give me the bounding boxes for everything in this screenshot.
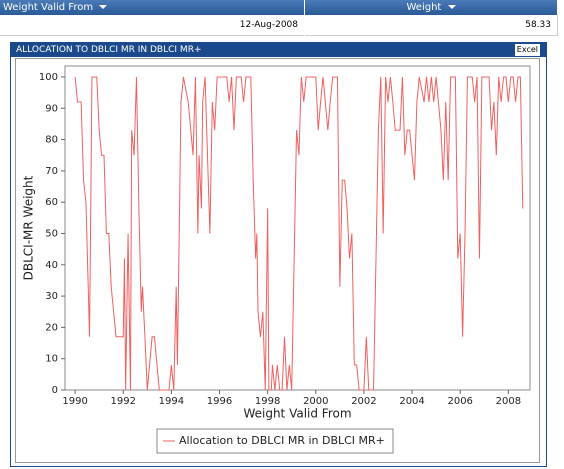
y-tick-label: 20 — [45, 322, 58, 333]
y-tick-label: 30 — [45, 291, 58, 302]
panel-title-bar: ALLOCATION TO DBLCI MR IN DBLCI MR+ Exce… — [11, 43, 546, 57]
x-tick-label: 1994 — [159, 396, 184, 407]
chart-panel: ALLOCATION TO DBLCI MR IN DBLCI MR+ Exce… — [10, 42, 547, 467]
x-tick-label: 2008 — [496, 396, 521, 407]
x-axis-label: Weight Valid From — [243, 407, 351, 421]
x-tick-label: 1992 — [111, 396, 136, 407]
y-tick-label: 0 — [52, 385, 58, 396]
x-tick-label: 2002 — [351, 396, 376, 407]
header-text: Weight Valid From — [3, 2, 94, 13]
table-cell: 12-Aug-2008 — [0, 15, 304, 36]
sort-arrow — [99, 5, 108, 9]
excel-button[interactable]: Excel — [514, 44, 540, 56]
header-text: Weight — [406, 2, 442, 13]
legend-label: Allocation to DBLCI MR in DBLCI MR+ — [179, 434, 385, 447]
y-tick-label: 80 — [45, 135, 58, 146]
table-cell: 58.33 — [305, 15, 558, 36]
data-line — [74, 76, 524, 391]
chart: 0 10 20 30 40 50 60 70 80 90 100 1990 1992 1994 1996 19… — [15, 58, 540, 463]
x-tick-label: 1990 — [62, 396, 87, 407]
plot-area — [64, 65, 531, 391]
x-tick-label: 2004 — [399, 396, 424, 407]
y-tick-label: 10 — [45, 354, 58, 365]
column-header[interactable]: Weight — [305, 0, 557, 15]
y-axis-label: DBLCI-MR Weight — [22, 175, 36, 280]
x-tick-label: 1998 — [255, 396, 280, 407]
y-tick-label: 100 — [39, 72, 58, 83]
legend-box — [156, 428, 394, 454]
x-tick-label: 1996 — [207, 396, 232, 407]
x-tick-label: 2000 — [303, 396, 328, 407]
panel-title: ALLOCATION TO DBLCI MR IN DBLCI MR+ — [16, 45, 202, 55]
y-tick-label: 90 — [45, 103, 58, 114]
column-header[interactable]: Weight Valid From — [0, 0, 304, 15]
y-tick-label: 50 — [45, 228, 58, 239]
y-tick-label: 60 — [45, 197, 58, 208]
sort-arrow — [447, 5, 456, 9]
y-tick-label: 70 — [45, 166, 58, 177]
x-tick-label: 2006 — [447, 396, 472, 407]
y-tick-label: 40 — [45, 260, 58, 271]
